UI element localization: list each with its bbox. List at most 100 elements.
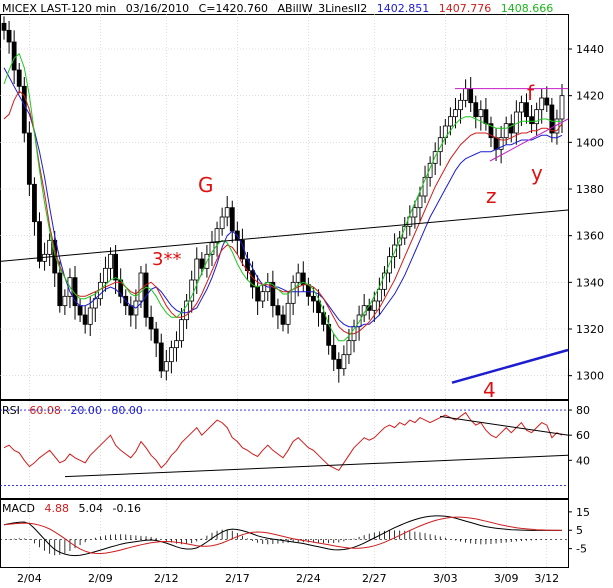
wave-four-line xyxy=(451,348,569,384)
candle-body xyxy=(148,316,154,330)
candle-body xyxy=(417,195,423,209)
y-tick-label: 1360 xyxy=(576,230,604,243)
y-tick-label: 1380 xyxy=(576,183,604,196)
rsi-tick-label: 60 xyxy=(576,429,590,442)
macd-label: MACD xyxy=(2,502,35,515)
annotation-three: 3** xyxy=(152,249,181,270)
candle-body xyxy=(108,253,113,269)
candle-body xyxy=(255,286,261,302)
annotation-four: 4 xyxy=(483,378,496,402)
candle-body xyxy=(544,97,550,106)
candle-body xyxy=(468,88,474,104)
candle-body xyxy=(519,102,524,113)
candle-body xyxy=(453,109,458,118)
annotation-z: z xyxy=(486,184,497,208)
x-tick-label: 3/12 xyxy=(534,572,559,585)
candle-body xyxy=(407,216,413,227)
candle-body xyxy=(179,319,184,342)
macd-header: MACD 4.88 5.04 -0.16 xyxy=(2,502,147,515)
annotation-y: y xyxy=(531,161,543,185)
candle-body xyxy=(524,102,529,118)
candle-body xyxy=(219,216,225,230)
candle-body xyxy=(529,116,534,125)
rsi-tick-label: 40 xyxy=(576,454,590,467)
rsi-value: 60.08 xyxy=(29,404,61,417)
candle-body xyxy=(311,295,316,302)
panel-frame xyxy=(0,14,569,400)
candle-body xyxy=(295,272,301,283)
close-label: C=1420.760 xyxy=(198,2,268,15)
candle-body xyxy=(270,281,276,307)
candle-body xyxy=(473,102,479,118)
trendlines-layer xyxy=(0,88,569,384)
candle-body xyxy=(194,258,200,281)
candle-body xyxy=(174,340,179,349)
candle-body xyxy=(483,109,489,125)
candle-body xyxy=(37,221,42,262)
candle-body xyxy=(224,207,230,218)
candles-layer xyxy=(1,16,565,383)
candle-body xyxy=(32,183,37,223)
red-value-label: 1407.776 xyxy=(438,2,492,15)
candle-body xyxy=(280,314,286,325)
y-tick-label: 1340 xyxy=(576,276,604,289)
candle-body xyxy=(356,314,362,328)
candle-body xyxy=(138,272,144,302)
x-tick-label: 2/04 xyxy=(17,572,42,585)
candle-body xyxy=(458,99,463,111)
y-tick-label: 1440 xyxy=(576,43,604,56)
candle-body xyxy=(214,228,220,244)
ma-green-line xyxy=(3,52,562,342)
candle-body xyxy=(77,305,83,316)
candle-body xyxy=(6,29,12,43)
candle-body xyxy=(57,272,63,307)
candle-body xyxy=(493,137,499,150)
x-tick-label: 2/09 xyxy=(88,572,113,585)
candle-body xyxy=(16,69,22,87)
candle-body xyxy=(346,340,352,356)
indicator-label: ABillW_3LinesII2 xyxy=(277,2,368,15)
candle-body xyxy=(143,272,149,318)
annotation-g: G xyxy=(198,173,214,197)
ma-red-line xyxy=(3,90,563,335)
candle-body xyxy=(376,288,382,302)
candle-body xyxy=(447,116,453,127)
symbol-label: MICEX LAST-120 min xyxy=(2,2,117,15)
candle-body xyxy=(498,137,504,150)
axis-labels-layer: 2/04 2/09 2/12 2/17 2/24 2/27 3/03 3/09 3/12 1300… xyxy=(17,43,604,585)
y-tick-label: 1300 xyxy=(576,370,604,383)
x-tick-label: 3/09 xyxy=(494,572,519,585)
x-tick-label: 2/24 xyxy=(296,572,321,585)
rsi-label: RSI xyxy=(2,404,20,417)
candle-body xyxy=(128,305,134,316)
rsi-support-trendline xyxy=(64,454,569,478)
candle-body xyxy=(503,123,509,139)
macd-tick-label: 15 xyxy=(576,506,590,519)
rsi-line xyxy=(3,411,563,472)
candle-body xyxy=(21,85,27,134)
candle-body xyxy=(62,295,68,307)
candle-body xyxy=(371,300,377,311)
candle-body xyxy=(158,342,164,372)
candle-body xyxy=(103,267,108,283)
macd-signal-line xyxy=(3,516,563,555)
candle-body xyxy=(199,258,205,269)
macd-line xyxy=(3,515,562,557)
annotations-layer: G 3** f z y 4 xyxy=(152,81,543,402)
x-tick-label: 3/03 xyxy=(433,572,458,585)
rsi-upper: 80.00 xyxy=(111,404,143,417)
date-label: 03/16/2010 xyxy=(125,2,190,15)
panel-frame xyxy=(0,499,569,568)
candle-body xyxy=(341,354,347,370)
candle-body xyxy=(47,239,53,255)
macd-layer xyxy=(3,515,563,557)
candle-body xyxy=(427,162,433,178)
rsi-tick-label: 80 xyxy=(576,404,590,417)
candle-body xyxy=(316,300,321,314)
macd-value: 4.88 xyxy=(44,502,69,515)
chart-header: MICEX LAST-120 min 03/16/2010 C=1420.760… xyxy=(2,2,559,15)
candle-body xyxy=(82,314,88,325)
y-tick-label: 1420 xyxy=(576,90,604,103)
rsi-lower: 20.00 xyxy=(70,404,102,417)
